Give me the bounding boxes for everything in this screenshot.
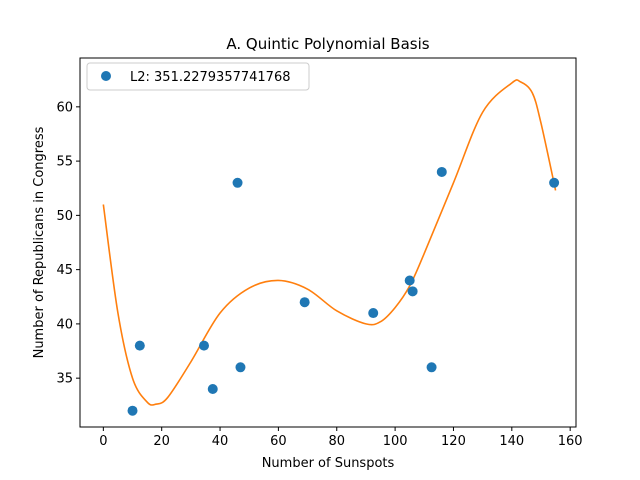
points-layer: [127, 166, 560, 416]
axes-frame: [79, 57, 577, 428]
chart-title: A. Quintic Polynomial Basis: [226, 35, 429, 53]
data-point: [232, 177, 243, 188]
y-axis: 35 40 45 50 55 60: [56, 100, 80, 387]
y-tick-label: 40: [56, 317, 73, 332]
x-tick-label: 80: [328, 434, 345, 449]
x-axis: 0 20 40 60 80 100 120 140 160: [99, 427, 583, 449]
data-point: [404, 275, 415, 286]
y-tick-label: 45: [56, 263, 73, 278]
legend-label: L2: 351.2279357741768: [130, 70, 291, 85]
data-point: [549, 177, 560, 188]
x-tick-label: 140: [499, 434, 524, 449]
data-point: [207, 384, 218, 395]
y-axis-label: Number of Republicans in Congress: [32, 126, 47, 358]
y-tick-label: 60: [56, 100, 73, 115]
data-point: [426, 362, 437, 373]
legend: L2: 351.2279357741768: [86, 62, 310, 91]
curve-layer: [102, 79, 557, 406]
data-point: [199, 340, 209, 351]
y-tick-label: 35: [56, 372, 73, 387]
x-tick-label: 160: [558, 434, 583, 449]
data-point: [127, 405, 138, 416]
data-point: [407, 286, 418, 297]
y-tick-label: 55: [56, 155, 73, 170]
data-point: [368, 308, 379, 319]
data-point: [134, 340, 145, 351]
x-tick-label: 40: [212, 434, 229, 449]
fit-curve: [102, 79, 557, 406]
y-tick-label: 50: [56, 209, 73, 224]
x-tick-label: 60: [270, 434, 287, 449]
x-tick-label: 20: [153, 434, 170, 449]
x-axis-label: Number of Sunspots: [262, 456, 395, 471]
data-point: [299, 297, 310, 308]
data-point: [436, 166, 447, 177]
x-tick-label: 100: [383, 434, 408, 449]
legend-box: [86, 62, 310, 91]
data-point: [235, 362, 246, 373]
x-tick-label: 0: [99, 434, 107, 449]
legend-marker: [101, 71, 111, 81]
x-tick-label: 120: [441, 434, 466, 449]
